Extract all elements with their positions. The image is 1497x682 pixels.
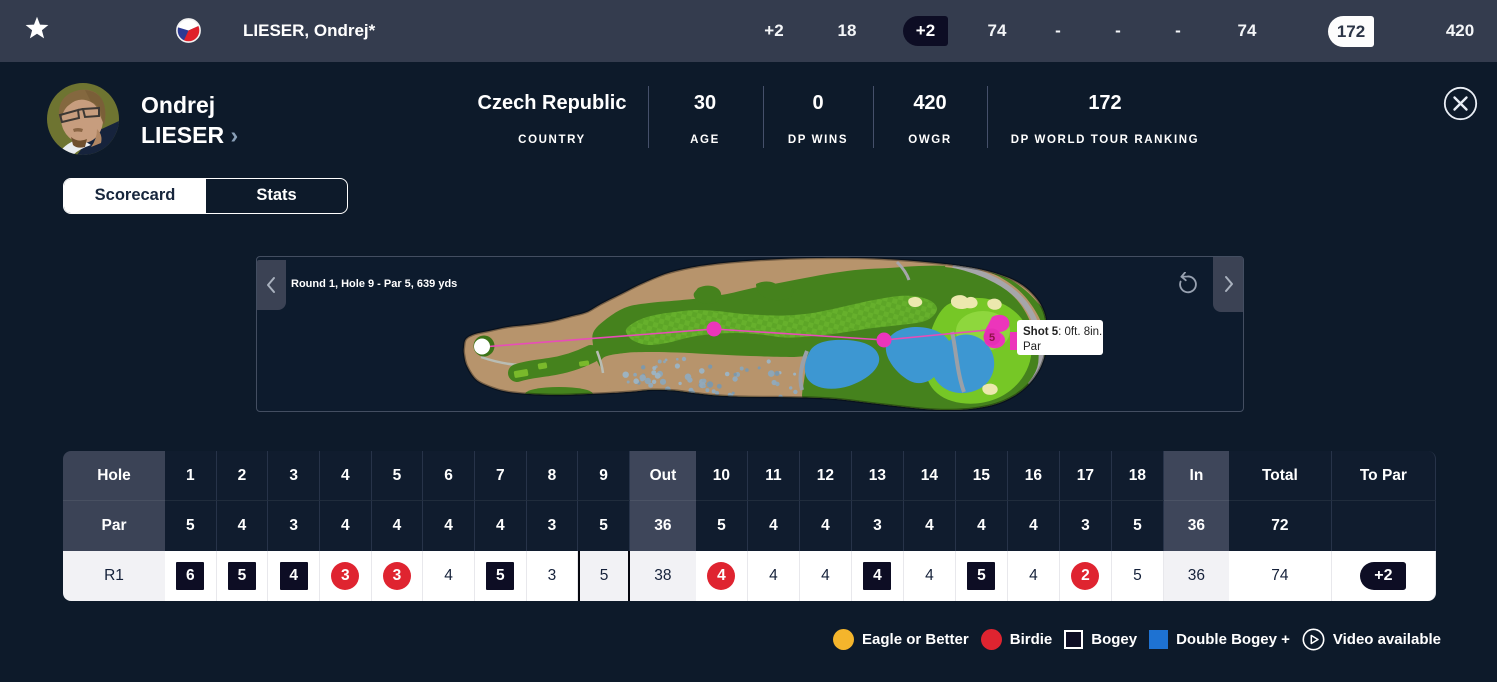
svg-text:Shot 5: 0ft. 8in.: Shot 5: 0ft. 8in. bbox=[1023, 326, 1102, 338]
svg-text:5: 5 bbox=[989, 332, 995, 344]
svg-text:Par: Par bbox=[1023, 341, 1041, 353]
